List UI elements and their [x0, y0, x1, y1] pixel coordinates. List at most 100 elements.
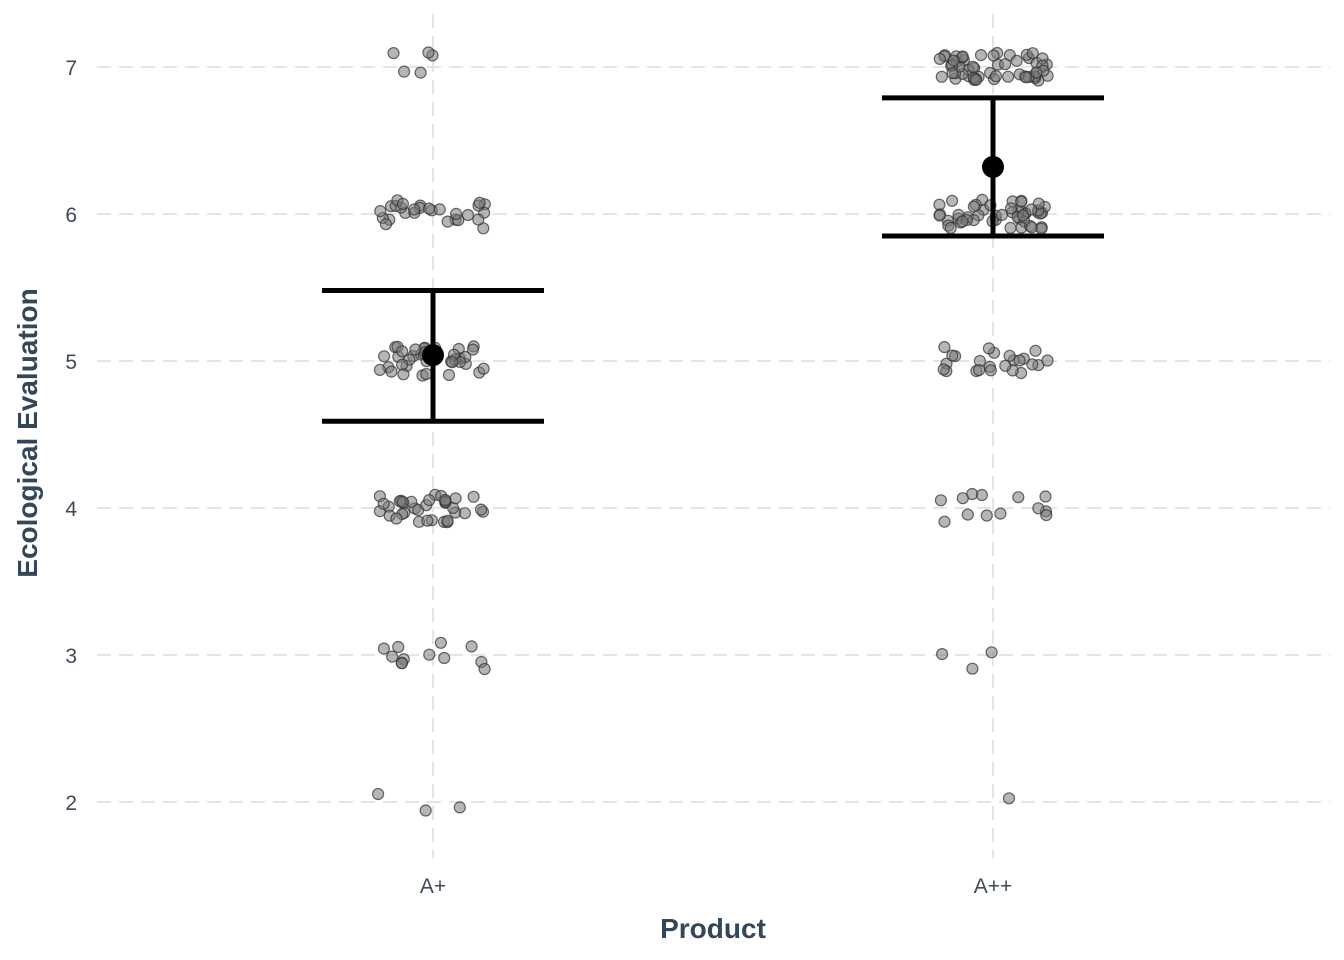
- data-point-1-5-15: [1029, 344, 1042, 357]
- data-point-0-4-14: [449, 492, 462, 505]
- data-point-1-4-0: [961, 508, 974, 521]
- data-point-1-7-1: [974, 48, 988, 62]
- data-point-0-5-33: [477, 362, 490, 375]
- data-point-0-6-18: [379, 218, 392, 231]
- data-point-0-4-20: [475, 503, 488, 516]
- data-point-0-5-28: [373, 363, 386, 376]
- data-point-0-5-32: [378, 350, 391, 363]
- data-point-0-3-5: [423, 648, 436, 661]
- data-point-0-4-21: [467, 490, 480, 503]
- data-point-0-7-2: [422, 46, 435, 59]
- data-point-1-4-8: [1040, 508, 1053, 522]
- x-tick-label-0: A+: [420, 875, 446, 898]
- data-point-0-2-1: [419, 804, 432, 817]
- data-point-1-6-34: [1004, 202, 1018, 215]
- data-point-1-7-46: [987, 49, 1000, 62]
- data-point-0-5-36: [396, 345, 409, 358]
- data-point-1-3-2: [935, 647, 949, 661]
- data-point-1-7-52: [969, 73, 983, 87]
- data-point-0-4-19: [458, 507, 471, 520]
- data-point-0-6-21: [472, 213, 485, 226]
- data-point-1-4-1: [994, 507, 1007, 520]
- data-point-1-7-43: [1026, 47, 1039, 60]
- data-point-0-3-9: [434, 636, 447, 649]
- data-point-1-6-48: [1004, 221, 1017, 234]
- y-axis-ticks: 2 3 4 5 6 7: [65, 57, 77, 815]
- data-point-1-5-5: [1041, 354, 1054, 367]
- data-point-1-5-23: [946, 349, 959, 362]
- y-tick-label-5: 5: [65, 351, 77, 374]
- data-point-0-4-29: [377, 497, 390, 510]
- data-point-1-6-35: [944, 221, 957, 235]
- data-point-1-5-3: [1026, 358, 1039, 371]
- data-point-1-7-37: [1010, 54, 1023, 68]
- data-point-1-4-9: [1032, 502, 1045, 515]
- data-point-1-4-5: [938, 515, 951, 528]
- data-point-1-7-11: [933, 52, 946, 66]
- data-point-0-5-20: [409, 343, 422, 356]
- data-point-1-5-18: [937, 363, 950, 376]
- data-point-0-5-34: [466, 343, 479, 356]
- data-point-0-3-6: [438, 651, 451, 665]
- data-point-1-7-41: [935, 70, 948, 83]
- y-tick-label-7: 7: [65, 57, 77, 80]
- data-point-1-3-1: [966, 662, 979, 675]
- data-point-1-4-7: [956, 492, 969, 505]
- data-point-0-6-14: [433, 203, 446, 216]
- data-point-1-5-4: [984, 364, 997, 377]
- data-point-0-3-4: [377, 642, 390, 655]
- data-point-1-7-32: [966, 60, 980, 74]
- data-point-0-4-27: [390, 512, 403, 525]
- x-axis-title: Product: [660, 913, 766, 944]
- data-point-1-4-11: [975, 488, 989, 502]
- data-point-0-3-8: [392, 640, 405, 654]
- data-point-1-6-41: [1015, 195, 1028, 208]
- data-point-1-6-49: [1025, 221, 1038, 234]
- data-point-1-7-51: [947, 54, 960, 67]
- data-point-1-7-53: [998, 58, 1012, 71]
- data-point-1-3-0: [985, 646, 998, 659]
- y-tick-label-6: 6: [65, 204, 77, 227]
- data-point-0-3-11: [386, 650, 399, 663]
- y-tick-label-3: 3: [65, 645, 77, 668]
- data-point-1-5-17: [1013, 354, 1026, 367]
- data-point-0-4-34: [423, 494, 436, 507]
- data-point-0-2-0: [372, 787, 385, 801]
- data-point-0-5-22: [397, 368, 410, 381]
- mean-point-1: [982, 155, 1004, 178]
- data-point-0-5-15: [385, 365, 398, 378]
- data-point-1-6-46: [1016, 209, 1030, 222]
- data-point-0-6-4: [461, 208, 475, 222]
- data-point-1-4-12: [1012, 491, 1025, 504]
- data-point-0-4-28: [396, 495, 409, 508]
- data-point-1-7-31: [946, 66, 959, 80]
- data-point-0-3-1: [478, 662, 491, 676]
- data-point-1-6-39: [1025, 203, 1038, 216]
- data-point-0-5-25: [420, 367, 433, 381]
- data-point-0-6-13: [374, 205, 387, 218]
- y-axis-title: Ecological Evaluation: [12, 288, 43, 577]
- data-point-0-3-10: [395, 657, 408, 670]
- data-point-1-2-0: [1002, 792, 1016, 805]
- data-point-1-6-42: [956, 215, 969, 228]
- data-point-1-5-22: [972, 364, 986, 377]
- data-point-1-7-7: [1001, 70, 1015, 83]
- data-point-0-4-33: [441, 514, 454, 527]
- data-point-1-7-47: [989, 70, 1003, 83]
- data-point-1-6-38: [945, 194, 959, 207]
- data-point-1-7-54: [1019, 71, 1033, 84]
- data-point-0-7-3: [398, 65, 411, 78]
- jitter-points: [372, 46, 1054, 817]
- y-tick-label-2: 2: [65, 792, 77, 815]
- data-point-0-7-4: [387, 46, 400, 60]
- data-point-0-6-24: [473, 196, 486, 209]
- mean-point-0: [422, 344, 444, 367]
- data-point-1-5-20: [938, 341, 951, 354]
- data-point-1-5-11: [999, 359, 1012, 372]
- data-point-0-4-35: [439, 493, 452, 507]
- data-point-1-7-50: [1030, 66, 1043, 79]
- data-point-1-6-23: [933, 209, 946, 222]
- data-point-1-4-2: [1039, 490, 1052, 503]
- data-point-1-4-10: [980, 509, 993, 522]
